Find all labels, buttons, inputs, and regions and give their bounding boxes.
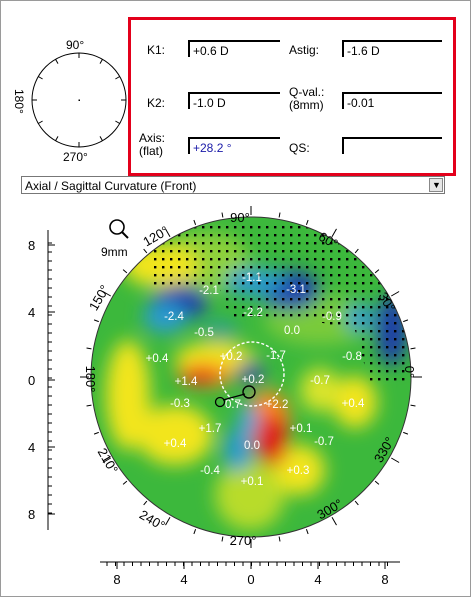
map-type-select[interactable]: Axial / Sagittal Curvature (Front) ▼ bbox=[21, 176, 445, 194]
curvature-values: -1.1-2.1 -3.1-2.2 -0.9-2.4-0.5 0.0+0.2 -1.7+… bbox=[146, 272, 365, 488]
qval-value: -0.01 bbox=[342, 92, 442, 110]
x-axis: 8 4 0 4 8 bbox=[100, 561, 400, 587]
map-type-selected: Axial / Sagittal Curvature (Front) bbox=[25, 179, 197, 193]
curvature-value-label: +1.7 bbox=[199, 423, 222, 435]
curvature-value-label: +0.3 bbox=[287, 465, 310, 477]
curvature-value-label: 0.7 bbox=[225, 399, 241, 411]
k1-value: +0.6 D bbox=[188, 40, 280, 58]
curvature-value-label: 0.0 bbox=[284, 325, 300, 337]
curvature-value-label: -0.4 bbox=[200, 465, 220, 477]
rim-ticks bbox=[80, 206, 422, 548]
corneal-vertex-marker bbox=[242, 385, 256, 399]
astig-label: Astig: bbox=[289, 43, 320, 57]
angle-label: 270° bbox=[230, 533, 257, 548]
y-tick-label: 0 bbox=[28, 373, 35, 388]
k1-label: K1: bbox=[147, 43, 166, 57]
curvature-value-label: +0.2 bbox=[220, 351, 243, 363]
curvature-value-label: -3.1 bbox=[286, 284, 306, 296]
curvature-value-label: +0.1 bbox=[290, 423, 313, 435]
pupil-outline bbox=[219, 341, 285, 407]
y-axis: 8 4 0 4 8 bbox=[28, 230, 55, 530]
y-tick-label: 4 bbox=[28, 305, 35, 320]
curvature-value-label: -0.8 bbox=[342, 351, 362, 363]
keratometry-readout-panel: K1: +0.6 D K2: -1.0 D Axis: (flat) +28.2… bbox=[128, 17, 456, 176]
compass-left-label: 180° bbox=[12, 89, 26, 114]
curvature-value-label: 0.0 bbox=[244, 440, 260, 452]
pupil-center-marker bbox=[214, 396, 226, 408]
qval-label-sub: (8mm) bbox=[289, 98, 324, 112]
angle-label: 0° bbox=[402, 366, 417, 378]
curvature-value-label: +1.4 bbox=[175, 376, 198, 388]
x-tick-label: 8 bbox=[113, 572, 120, 587]
compass-bottom-label: 270° bbox=[63, 150, 88, 164]
qs-label: QS: bbox=[289, 141, 310, 155]
x-tick-label: 0 bbox=[247, 572, 254, 587]
angle-label: 180° bbox=[83, 366, 98, 393]
qs-value bbox=[342, 137, 442, 154]
curvature-value-label: -1.1 bbox=[242, 272, 262, 284]
x-tick-label: 8 bbox=[381, 572, 388, 587]
curvature-value-label: -0.9 bbox=[322, 311, 342, 323]
curvature-value-label: +0.4 bbox=[342, 398, 365, 410]
curvature-value-label: -0.3 bbox=[170, 398, 190, 410]
axis-value: +28.2 ° bbox=[188, 137, 280, 155]
zoom-label: 9mm bbox=[101, 245, 128, 259]
x-tick-label: 4 bbox=[314, 572, 321, 587]
curvature-value-label: -0.7 bbox=[314, 436, 334, 448]
curvature-value-label: -0.7 bbox=[310, 375, 330, 387]
axis-label-sub: (flat) bbox=[139, 144, 163, 158]
k2-value: -1.0 D bbox=[188, 92, 280, 110]
curvature-value-label: +0.1 bbox=[241, 476, 264, 488]
chevron-down-icon: ▼ bbox=[432, 180, 441, 190]
k2-label: K2: bbox=[147, 96, 166, 110]
x-tick-label: 4 bbox=[180, 572, 187, 587]
compass-top-label: 90° bbox=[66, 38, 84, 52]
qval-label: Q-val.: bbox=[289, 85, 325, 99]
y-tick-label: 8 bbox=[28, 238, 35, 253]
zoom-icon[interactable] bbox=[109, 219, 129, 239]
color-map-surface bbox=[91, 217, 411, 537]
dropdown-arrow-button[interactable]: ▼ bbox=[429, 178, 443, 192]
angle-label: 90° bbox=[230, 210, 250, 225]
axis-label: Axis: bbox=[139, 131, 166, 145]
curvature-value-label: +0.4 bbox=[146, 353, 169, 365]
astig-value: -1.6 D bbox=[342, 40, 442, 58]
curvature-value-label: +2.2 bbox=[266, 399, 289, 411]
curvature-value-label: +0.4 bbox=[164, 438, 187, 450]
curvature-value-label: -2.2 bbox=[243, 307, 263, 319]
curvature-value-label: -2.1 bbox=[199, 285, 219, 297]
y-tick-label: 4 bbox=[28, 440, 35, 455]
curvature-value-label: -0.5 bbox=[194, 327, 214, 339]
curvature-value-label: -2.4 bbox=[164, 311, 184, 323]
y-tick-label: 8 bbox=[28, 507, 35, 522]
curvature-value-label: -1.7 bbox=[266, 350, 286, 362]
curvature-value-label: +0.2 bbox=[242, 374, 265, 386]
